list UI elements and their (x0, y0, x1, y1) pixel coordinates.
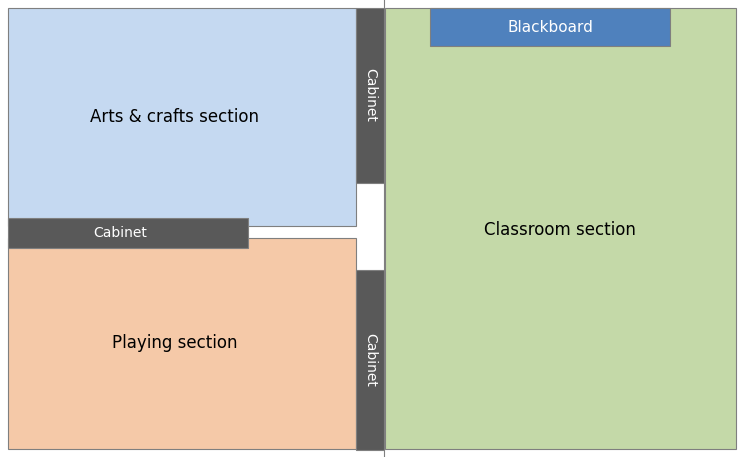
Text: Cabinet: Cabinet (363, 68, 377, 122)
Text: Cabinet: Cabinet (93, 226, 147, 240)
Bar (8, 8, 356, 226)
Text: Arts & crafts section: Arts & crafts section (91, 108, 260, 126)
Text: Playing section: Playing section (112, 334, 238, 352)
Bar (356, 270, 384, 450)
Bar (8, 218, 248, 248)
Bar (430, 8, 670, 46)
Bar (356, 8, 384, 183)
Text: Blackboard: Blackboard (507, 20, 593, 34)
Text: Classroom section: Classroom section (484, 221, 636, 239)
Text: Cabinet: Cabinet (363, 333, 377, 387)
Bar (8, 238, 356, 449)
Bar (385, 8, 736, 449)
